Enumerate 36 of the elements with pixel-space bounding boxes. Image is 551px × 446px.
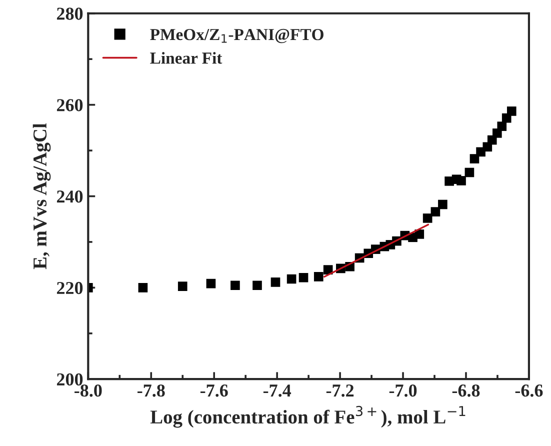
point <box>206 278 216 288</box>
x-tick-label: -7.6 <box>200 384 228 397</box>
x-tick-label: -7.0 <box>389 384 417 397</box>
point <box>414 230 424 239</box>
y-tick-label: 240 <box>56 190 83 203</box>
point <box>286 274 296 284</box>
y-tick-label: 200 <box>56 373 83 386</box>
point <box>464 168 474 178</box>
x-tick-label: -7.2 <box>326 384 354 397</box>
point <box>470 154 480 164</box>
point <box>506 106 516 116</box>
legend-label: Linear Fit <box>150 52 222 64</box>
point <box>314 272 324 282</box>
y-tick-label: 220 <box>56 282 83 294</box>
point <box>270 278 280 287</box>
x-tick-label: -7.4 <box>263 384 292 397</box>
y-tick-label: 260 <box>56 99 83 112</box>
point <box>422 214 432 223</box>
point <box>252 280 262 290</box>
point <box>178 282 188 291</box>
point <box>298 272 308 282</box>
y-tick-label: 280 <box>56 8 83 20</box>
point <box>497 122 507 131</box>
x-axis-title: Log (concentration of Fe$^{3+}$), mol L$^{−1}$ <box>150 406 466 428</box>
point <box>323 265 333 274</box>
point <box>438 200 448 210</box>
legend-label: PMeOx/Z$_{1}$-PANI@FTO <box>150 28 324 44</box>
point <box>138 283 148 292</box>
point <box>230 280 240 290</box>
x-tick-label: -6.8 <box>452 384 480 397</box>
x-tick-label: -7.8 <box>138 384 165 397</box>
x-tick-label: -8.0 <box>74 384 102 397</box>
x-tick-label: -6.6 <box>515 384 543 397</box>
y-axis-title: E, mVvs Ag/AgCl <box>32 123 51 270</box>
point <box>430 207 440 216</box>
point <box>456 176 466 186</box>
